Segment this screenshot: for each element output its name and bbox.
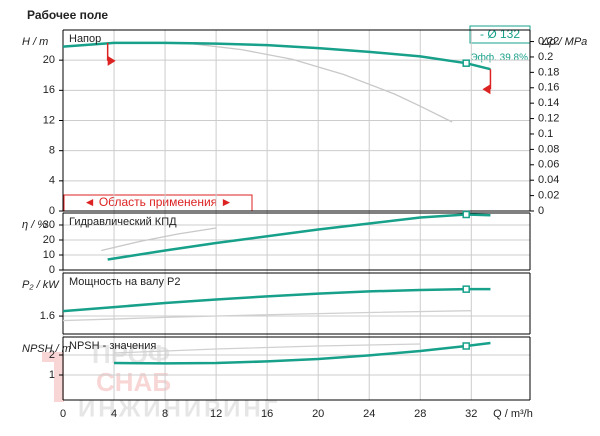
duty-point xyxy=(462,342,470,350)
curve xyxy=(114,343,421,354)
series-label: Мощность на валу P2 xyxy=(69,276,181,288)
curve xyxy=(190,42,453,123)
y-tick-label: 10 xyxy=(43,249,55,261)
y2-tick-label: 0.18 xyxy=(538,66,559,78)
y2-tick-label: 0.08 xyxy=(538,143,559,155)
y-tick-label: 12 xyxy=(43,114,55,126)
y2-tick-label: 0.16 xyxy=(538,82,559,94)
y-tick-label: 1.6 xyxy=(40,310,55,322)
y-tick-label: 4 xyxy=(49,175,55,187)
y-tick-label: 0 xyxy=(49,264,55,276)
series-label: Гидравлический КПД xyxy=(69,216,177,228)
y2-axis-label: Δp / MPa xyxy=(541,36,587,48)
x-tick-label: 24 xyxy=(363,408,375,420)
y-tick-label: 30 xyxy=(43,219,55,231)
curve xyxy=(62,310,472,322)
y2-tick-label: 0.02 xyxy=(538,190,559,202)
watermark-text: ИНЖИНИРИНГ xyxy=(78,395,280,422)
y-axis-label: P₂ / kW xyxy=(22,279,60,291)
x-tick-label: 12 xyxy=(210,408,222,420)
y2-tick-label: 0.06 xyxy=(538,159,559,171)
legend-text: - Ø 132 xyxy=(480,27,520,41)
x-tick-label: 32 xyxy=(465,408,477,420)
curve xyxy=(101,227,217,252)
x-tick-label: 4 xyxy=(111,408,117,420)
y-axis-label: η / % xyxy=(22,219,47,231)
duty-point xyxy=(462,210,470,219)
x-tick-label: 0 xyxy=(60,408,66,420)
range-label: ◄ Область применения ► xyxy=(84,195,233,209)
series-label: NPSH - значения xyxy=(69,340,156,352)
x-tick-label: 28 xyxy=(414,408,426,420)
x-tick-label: 20 xyxy=(312,408,324,420)
duty-point xyxy=(462,59,470,67)
curve xyxy=(107,213,491,261)
y2-tick-label: 0.14 xyxy=(538,97,559,109)
y2-tick-label: 0.1 xyxy=(538,128,553,140)
y-tick-label: 8 xyxy=(49,145,55,157)
logo xyxy=(42,352,64,402)
curve xyxy=(114,341,491,365)
curve xyxy=(62,287,491,313)
watermark-text: СНАБ xyxy=(96,367,171,397)
chart-title: Рабочее поле xyxy=(27,8,108,22)
x-tick-label: 8 xyxy=(162,408,168,420)
efficiency-label: Эфф. 39.8% xyxy=(470,52,528,64)
y2-tick-label: 0.04 xyxy=(538,174,559,186)
duty-point xyxy=(462,285,470,293)
y-tick-label: 2 xyxy=(49,349,55,361)
y2-tick-label: 0.12 xyxy=(538,112,559,124)
x-axis-label: Q / m³/h xyxy=(493,408,533,420)
series-label: Напор xyxy=(69,33,101,45)
y-tick-label: 0 xyxy=(49,205,55,217)
y2-tick-label: 0.22 xyxy=(538,35,559,47)
y2-tick-label: 0 xyxy=(538,205,544,217)
curve xyxy=(62,41,491,71)
y-tick-label: 20 xyxy=(43,234,55,246)
y-tick-label: 16 xyxy=(43,84,55,96)
y-tick-label: 20 xyxy=(43,54,55,66)
y-axis-label: H / m xyxy=(22,36,48,48)
range-arrow xyxy=(107,55,116,66)
range-arrow xyxy=(482,84,491,95)
x-tick-label: 16 xyxy=(261,408,273,420)
y-tick-label: 1 xyxy=(49,369,55,381)
y-axis-label: NPSH / m xyxy=(22,343,71,355)
y2-tick-label: 0.2 xyxy=(538,51,553,63)
